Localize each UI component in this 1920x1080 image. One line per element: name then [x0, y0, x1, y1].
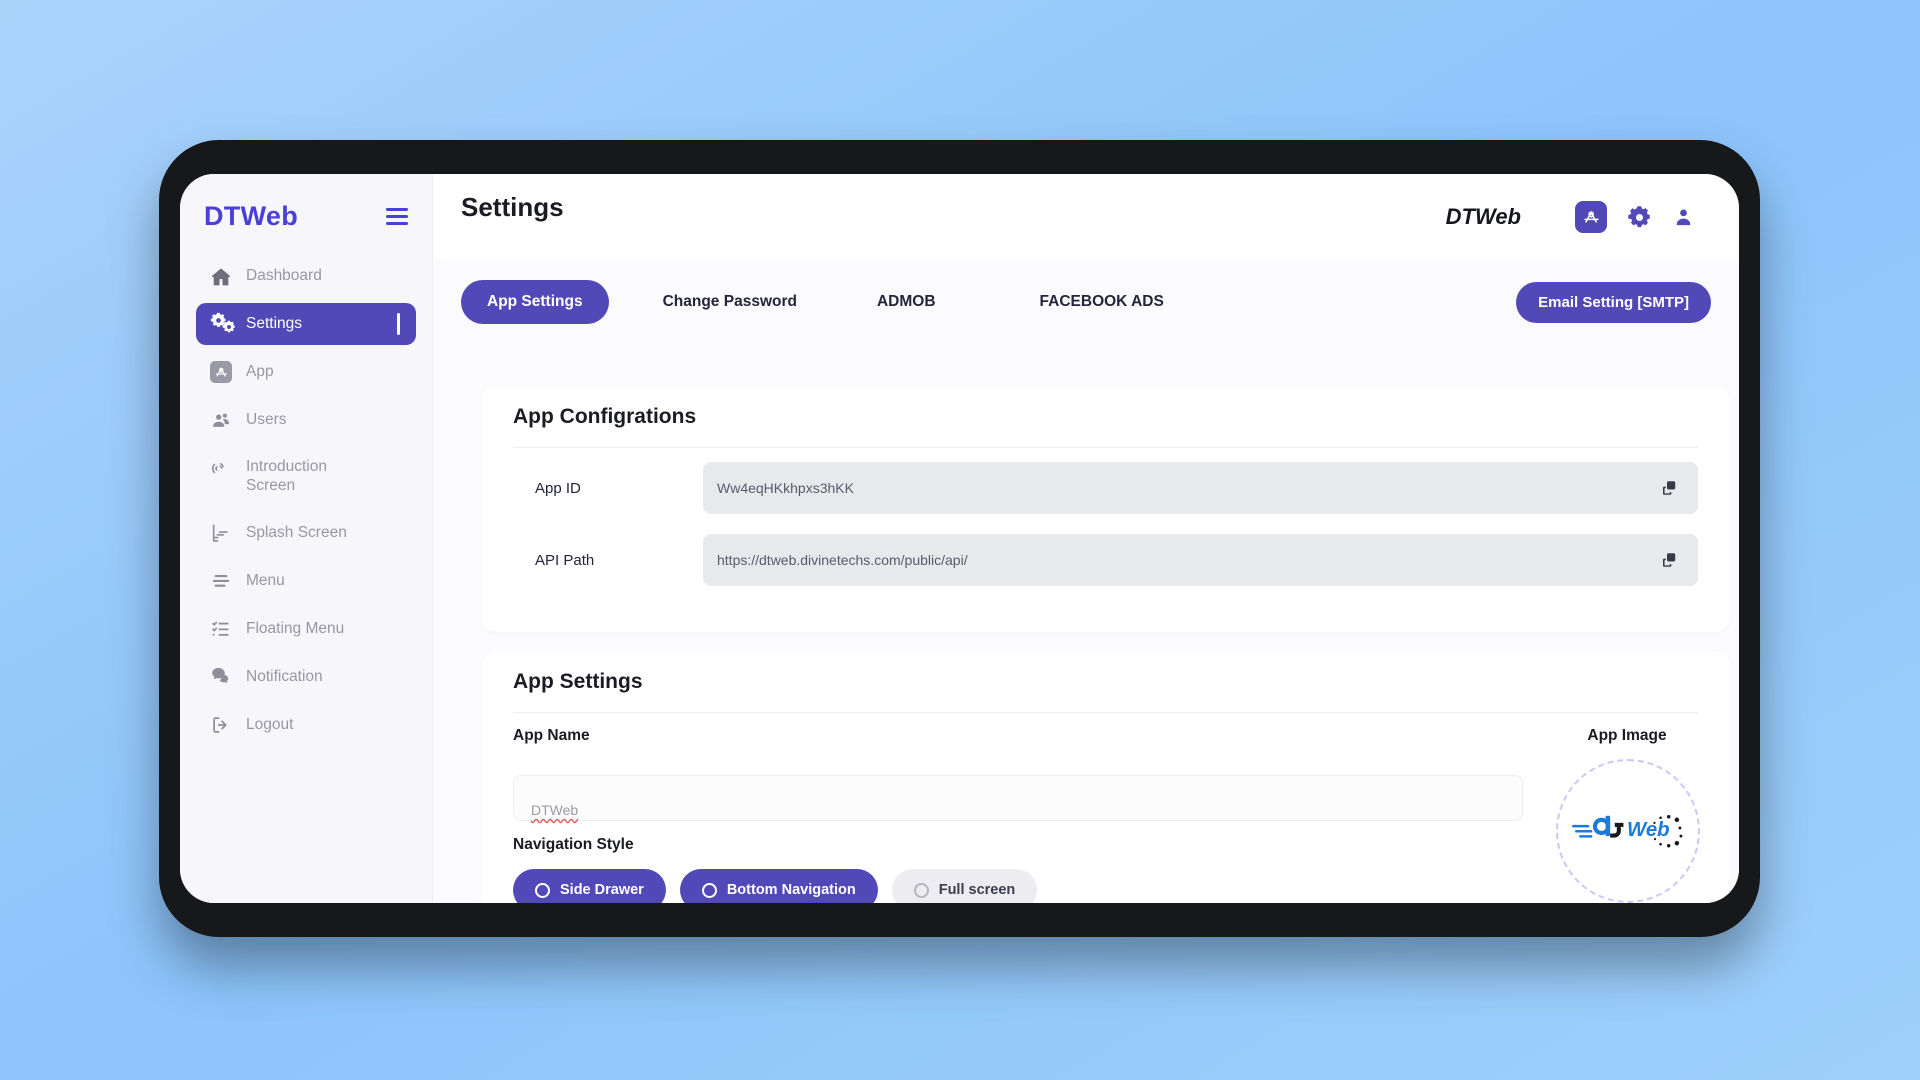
svg-text:Web: Web: [1627, 819, 1670, 841]
